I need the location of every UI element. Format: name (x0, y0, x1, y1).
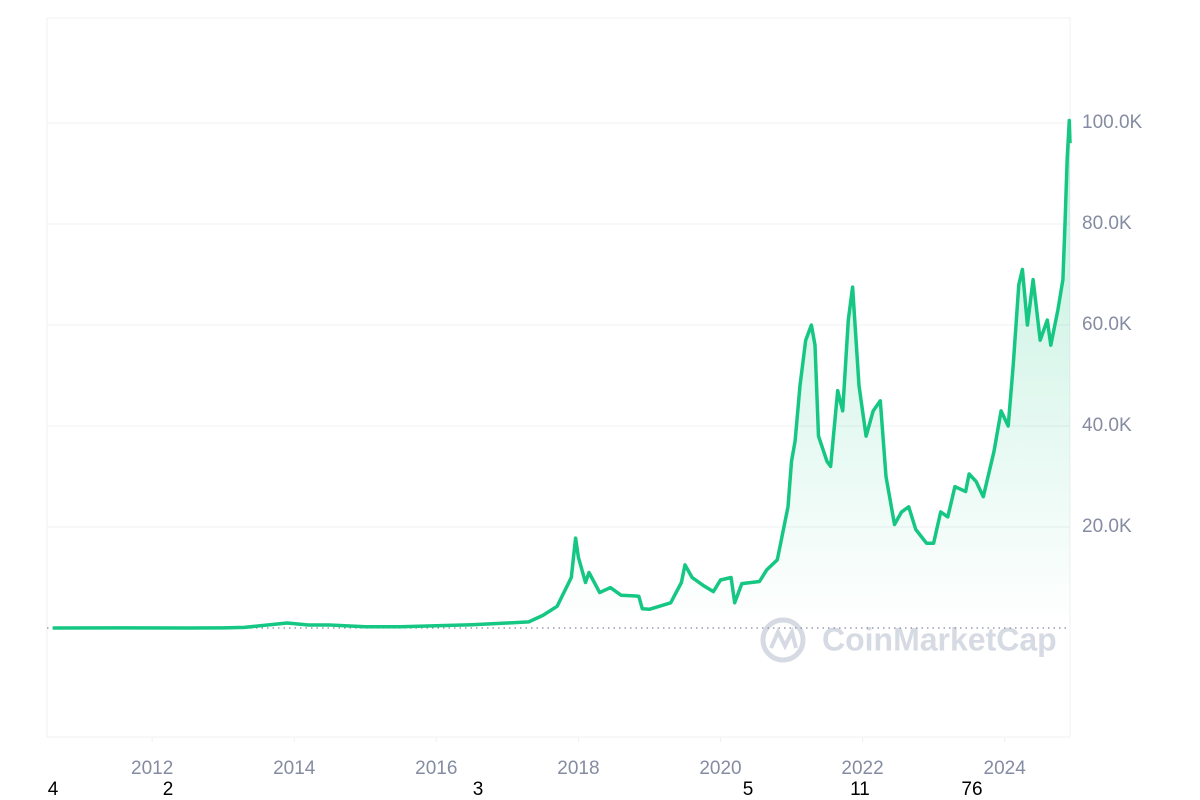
x-tick-label: 2022 (841, 758, 883, 779)
y-tick-label: 100.0K (1082, 112, 1143, 133)
y-tick-label: 60.0K (1082, 314, 1132, 335)
y-tick-label: 40.0K (1082, 415, 1132, 436)
x-tick-label: 2024 (984, 758, 1027, 779)
bottom-label: 11 (850, 779, 870, 800)
y-tick-label: 80.0K (1082, 213, 1132, 234)
x-tick-label: 2020 (699, 758, 741, 779)
bottom-label: 5 (743, 779, 754, 800)
x-tick-label: 2018 (557, 758, 599, 779)
bottom-label: 76 (961, 779, 982, 800)
bottom-label: 4 (48, 779, 59, 800)
line (52, 118, 1072, 630)
area (52, 120, 1070, 628)
x-tick-label: 2012 (131, 758, 173, 779)
x-tick-label: 2016 (415, 758, 457, 779)
bottom-label: 3 (473, 779, 484, 800)
y-tick-label: 20.0K (1082, 516, 1132, 537)
bottom-label: 2 (163, 779, 174, 800)
x-tick-label: 2014 (273, 758, 316, 779)
